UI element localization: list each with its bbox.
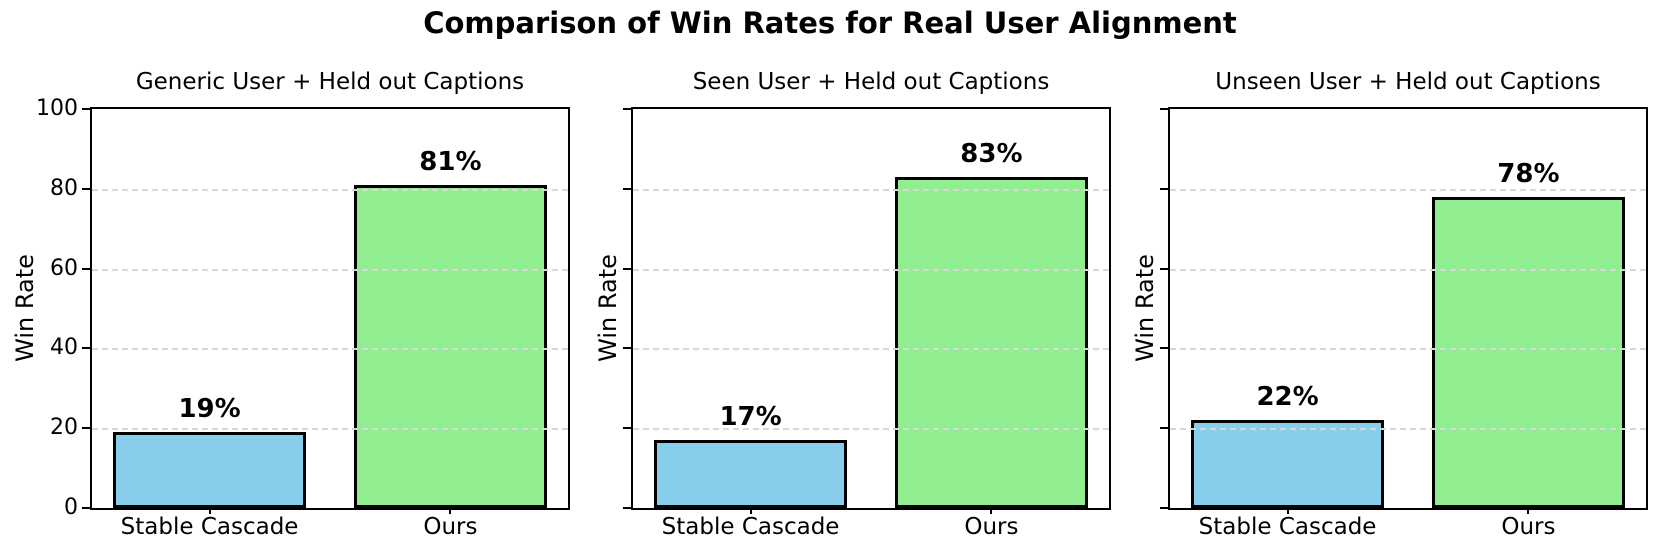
- gridline: [1170, 348, 1646, 351]
- bar-stable-cascade: [113, 432, 306, 508]
- y-tick-label: 20: [50, 415, 78, 441]
- x-tick-mark: [1527, 508, 1530, 514]
- gridline: [633, 428, 1109, 431]
- x-tick-label: Stable Cascade: [661, 514, 840, 540]
- bar-stable-cascade: [654, 440, 847, 508]
- gridline: [633, 348, 1109, 351]
- bar-value-label: 81%: [419, 146, 482, 177]
- x-tick-label: Ours: [1501, 514, 1556, 540]
- y-axis-label-text: Win Rate: [594, 254, 622, 362]
- y-tick-mark: [82, 427, 90, 430]
- y-tick-label: 60: [50, 255, 78, 281]
- gridline: [1170, 188, 1646, 191]
- bar-value-label: 17%: [719, 402, 782, 433]
- x-tick-mark: [449, 508, 452, 514]
- y-tick-mark: [623, 187, 631, 190]
- x-tick-label: Ours: [964, 514, 1019, 540]
- x-tick-label: Ours: [423, 514, 478, 540]
- y-tick-mark: [1160, 347, 1168, 350]
- gridline: [1170, 268, 1646, 271]
- y-tick-mark: [1160, 187, 1168, 190]
- subplot-title: Generic User + Held out Captions: [135, 69, 525, 95]
- x-tick-mark: [208, 508, 211, 514]
- y-axis-label-text: Win Rate: [1131, 254, 1159, 362]
- x-tick-mark: [749, 508, 752, 514]
- y-tick-mark: [82, 187, 90, 190]
- y-tick-mark: [623, 108, 631, 110]
- bar-ours: [354, 184, 547, 508]
- y-tick-label: 80: [50, 175, 78, 201]
- y-tick-mark: [623, 427, 631, 430]
- bar-ours: [1432, 196, 1625, 508]
- gridline: [1170, 428, 1646, 431]
- subplot-title: Seen User + Held out Captions: [692, 69, 1050, 95]
- y-tick-mark: [1160, 507, 1168, 509]
- bar-ours: [895, 176, 1088, 508]
- gridline: [92, 428, 568, 431]
- gridline: [633, 268, 1109, 271]
- y-tick-mark: [1160, 108, 1168, 110]
- y-tick-mark: [1160, 267, 1168, 270]
- gridline: [92, 268, 568, 271]
- gridline: [633, 188, 1109, 191]
- bar-value-label: 19%: [178, 394, 241, 425]
- subplot-title: Unseen User + Held out Captions: [1215, 69, 1601, 95]
- x-tick-label: Stable Cascade: [120, 514, 299, 540]
- chart-title: Comparison of Win Rates for Real User Al…: [423, 6, 1237, 40]
- bar-value-label: 78%: [1497, 158, 1560, 189]
- plot-area: 19% 81%: [90, 107, 570, 510]
- y-tick-mark: [623, 267, 631, 270]
- y-tick-label: 100: [36, 96, 78, 121]
- y-tick-mark: [82, 507, 90, 509]
- plot-area: 22% 78%: [1168, 107, 1648, 510]
- y-tick-mark: [623, 507, 631, 509]
- bar-stable-cascade: [1191, 420, 1384, 508]
- x-tick-label: Stable Cascade: [1198, 514, 1377, 540]
- y-tick-mark: [82, 108, 90, 110]
- x-tick-mark: [990, 508, 993, 514]
- bar-value-label: 22%: [1256, 382, 1319, 413]
- y-tick-mark: [82, 267, 90, 270]
- y-tick-label: 0: [64, 495, 78, 520]
- bar-value-label: 83%: [960, 138, 1023, 169]
- y-tick-mark: [623, 347, 631, 350]
- y-tick-mark: [82, 347, 90, 350]
- plot-area: 17% 83%: [631, 107, 1111, 510]
- y-tick-label: 40: [50, 335, 78, 361]
- gridline: [92, 188, 568, 191]
- x-tick-mark: [1286, 508, 1289, 514]
- y-tick-mark: [1160, 427, 1168, 430]
- gridline: [92, 348, 568, 351]
